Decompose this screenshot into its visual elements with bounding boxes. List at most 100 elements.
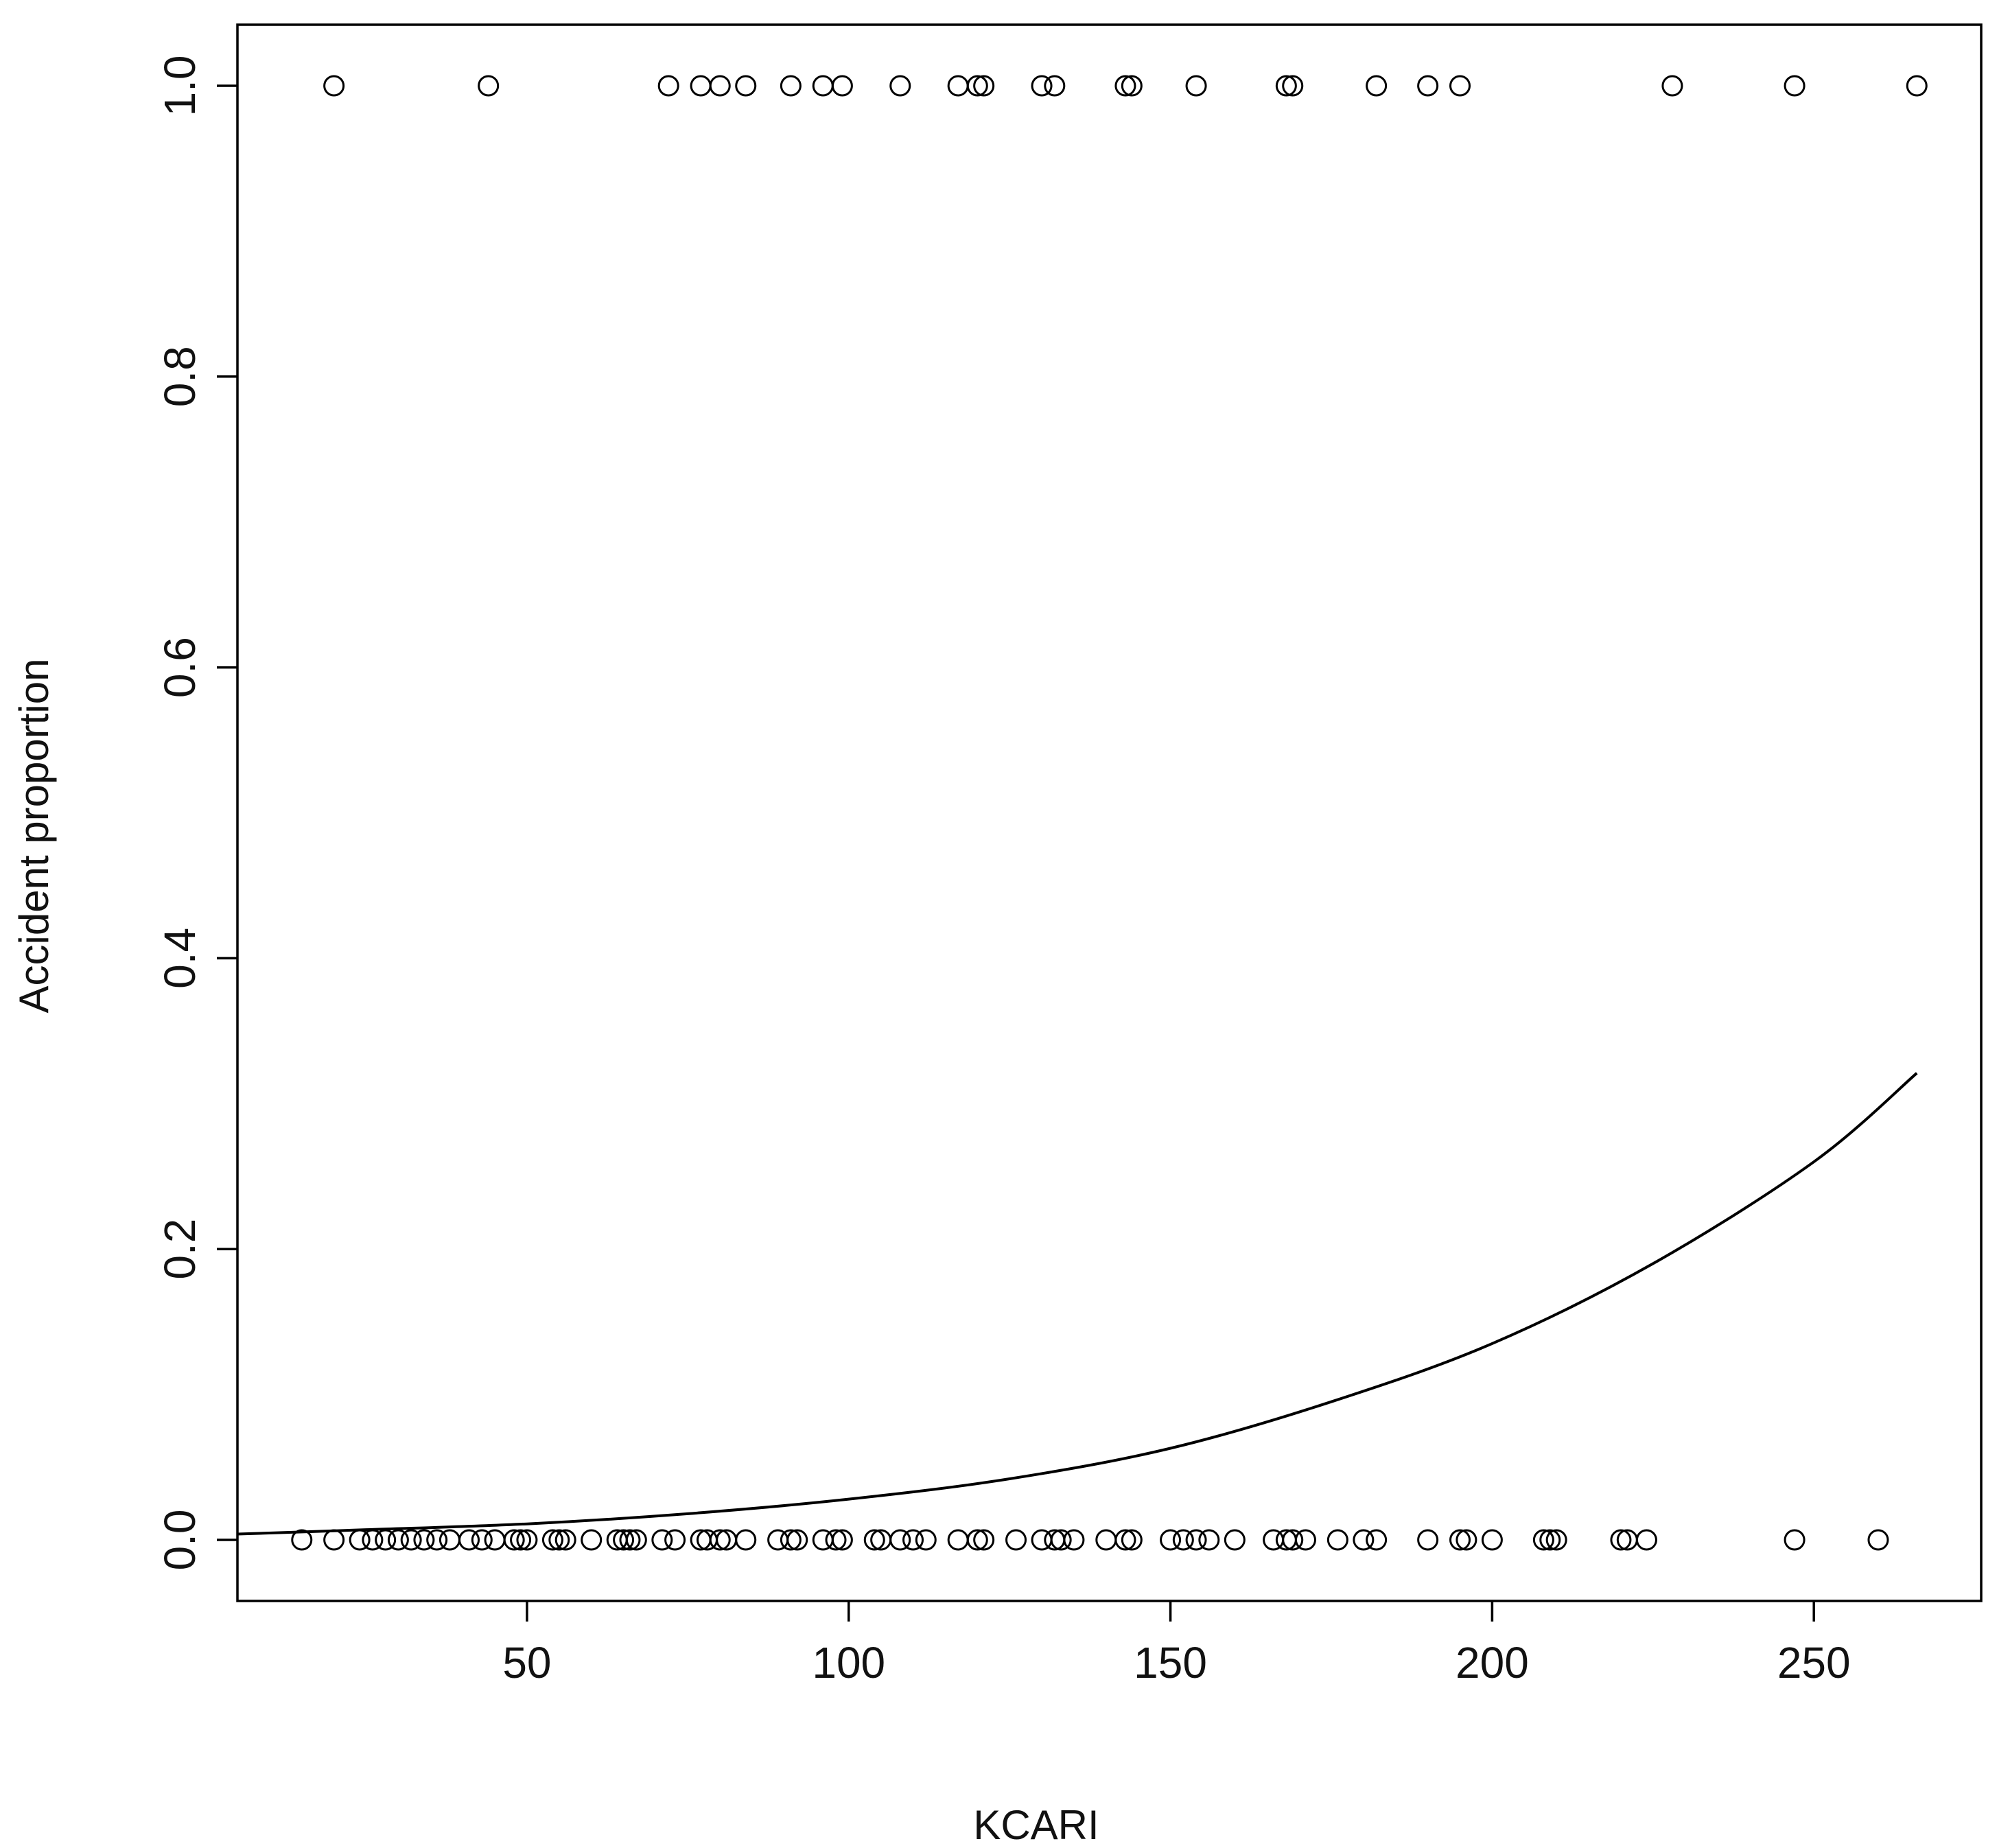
data-point — [812, 75, 834, 97]
data-point — [1784, 75, 1806, 97]
data-point — [1327, 1529, 1348, 1551]
data-point — [1275, 75, 1297, 97]
data-point — [1114, 75, 1136, 97]
data-point — [1545, 1529, 1567, 1551]
data-point — [651, 1529, 673, 1551]
y-axis-title: Accident proportion — [11, 659, 57, 1014]
data-point — [1005, 1529, 1027, 1551]
data-point — [548, 1529, 570, 1551]
data-point — [1160, 1529, 1182, 1551]
data-point — [1449, 75, 1471, 97]
data-point — [471, 1529, 493, 1551]
data-point — [400, 1529, 422, 1551]
data-point — [825, 1529, 847, 1551]
data-point — [973, 1529, 995, 1551]
data-point — [1353, 1529, 1375, 1551]
data-point — [516, 1529, 538, 1551]
data-point — [291, 1529, 313, 1551]
data-point — [1635, 1529, 1657, 1551]
y-axis: 0.0 0.2 0.4 0.6 0.8 1.0 — [155, 56, 237, 1571]
data-point — [973, 75, 995, 97]
data-point — [1784, 1529, 1806, 1551]
data-point — [915, 1529, 937, 1551]
data-point — [1282, 1529, 1304, 1551]
data-point — [657, 75, 679, 97]
data-point — [1063, 1529, 1085, 1551]
data-point — [863, 1529, 885, 1551]
x-axis: 50 100 150 200 250 — [502, 1601, 1851, 1687]
data-point — [709, 75, 731, 97]
data-point — [889, 1529, 911, 1551]
data-point — [831, 75, 853, 97]
data-point — [1031, 75, 1053, 97]
data-point — [1661, 75, 1683, 97]
data-point — [947, 1529, 969, 1551]
data-point — [1906, 75, 1928, 97]
data-point — [503, 1529, 525, 1551]
y-tick-label: 0.6 — [155, 637, 204, 698]
data-point — [1121, 1529, 1143, 1551]
data-point — [510, 1529, 532, 1551]
data-point — [1481, 1529, 1503, 1551]
data-point — [1456, 1529, 1477, 1551]
y-tick-label: 0.8 — [155, 346, 204, 407]
x-tick-label: 250 — [1777, 1638, 1851, 1687]
data-point — [1050, 1529, 1072, 1551]
x-axis-title: KCARI — [973, 1802, 1099, 1848]
data-point — [439, 1529, 460, 1551]
data-point — [786, 1529, 808, 1551]
data-point — [1282, 75, 1304, 97]
x-tick-label: 100 — [812, 1638, 885, 1687]
data-point — [889, 75, 911, 97]
data-point — [1095, 1529, 1117, 1551]
data-point — [1610, 1529, 1632, 1551]
data-point — [619, 1529, 641, 1551]
data-point — [581, 1529, 603, 1551]
data-point — [1417, 75, 1439, 97]
data-point — [1532, 1529, 1554, 1551]
data-point — [375, 1529, 397, 1551]
data-point — [1185, 75, 1207, 97]
x-tick-label: 200 — [1456, 1638, 1529, 1687]
data-point — [947, 75, 969, 97]
x-tick-label: 50 — [502, 1638, 551, 1687]
data-point — [1044, 75, 1066, 97]
data-point — [1366, 1529, 1388, 1551]
data-point — [478, 75, 500, 97]
data-point — [323, 1529, 345, 1551]
data-point — [1121, 75, 1143, 97]
y-tick-label: 0.0 — [155, 1510, 204, 1571]
data-point — [690, 75, 712, 97]
data-point — [709, 1529, 731, 1551]
y-tick-label: 0.4 — [155, 928, 204, 989]
data-point — [1449, 1529, 1471, 1551]
data-point — [613, 1529, 635, 1551]
data-point — [362, 1529, 384, 1551]
data-point — [1114, 1529, 1136, 1551]
data-point — [902, 1529, 924, 1551]
data-point — [1867, 1529, 1889, 1551]
data-point — [1417, 1529, 1439, 1551]
data-point — [735, 75, 757, 97]
y-tick-label: 0.2 — [155, 1219, 204, 1280]
data-point — [966, 75, 988, 97]
data-point — [1539, 1529, 1561, 1551]
data-point — [831, 1529, 853, 1551]
data-point — [625, 1529, 647, 1551]
data-point — [735, 1529, 757, 1551]
data-point — [780, 75, 802, 97]
data-point — [1366, 75, 1388, 97]
data-point — [426, 1529, 448, 1551]
y-tick-label: 1.0 — [155, 56, 204, 117]
data-point — [1198, 1529, 1220, 1551]
data-points — [291, 75, 1928, 1551]
data-point — [966, 1529, 988, 1551]
data-point — [780, 1529, 802, 1551]
data-point — [664, 1529, 686, 1551]
data-point — [458, 1529, 480, 1551]
data-point — [1294, 1529, 1316, 1551]
data-point — [1172, 1529, 1194, 1551]
data-point — [1185, 1529, 1207, 1551]
data-point — [387, 1529, 409, 1551]
